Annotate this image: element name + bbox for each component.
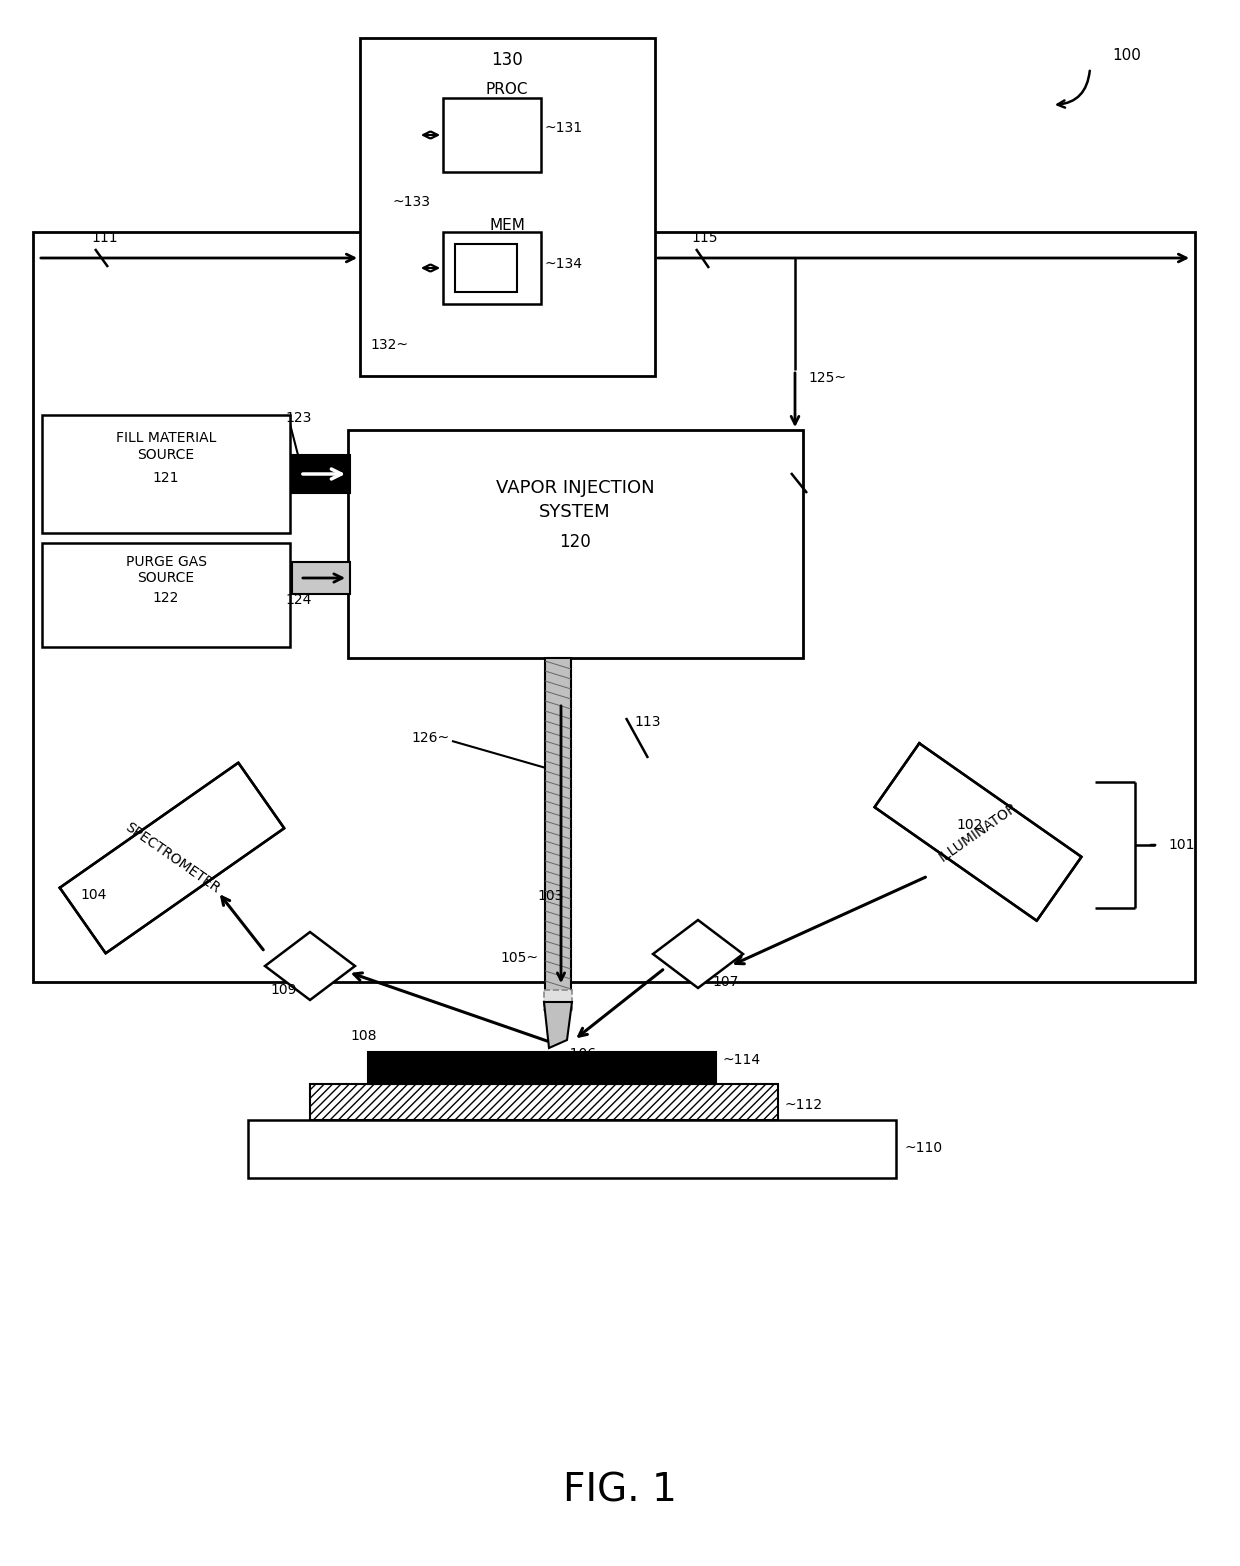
Text: 103: 103 [537,889,563,904]
Polygon shape [60,763,284,954]
Text: ~106: ~106 [558,1048,596,1062]
Bar [546,658,570,1009]
Text: 107: 107 [712,976,738,990]
Text: SYSTEM: SYSTEM [539,503,611,521]
Text: 109: 109 [270,983,296,998]
Text: ~112: ~112 [785,1098,823,1112]
Text: ~134: ~134 [546,257,583,271]
Text: 100: 100 [1112,49,1141,64]
Text: 111: 111 [92,232,118,244]
Text: 104: 104 [81,888,107,902]
Text: MEM: MEM [489,219,525,233]
Bar [42,415,290,532]
Polygon shape [544,990,572,1010]
Text: 120: 120 [559,532,591,551]
Bar [455,244,517,291]
Polygon shape [265,932,355,1001]
Text: 132~: 132~ [370,338,408,352]
Bar [348,431,804,658]
Text: 126~: 126~ [412,731,450,745]
Text: FIG. 1: FIG. 1 [563,1470,677,1510]
Bar [291,456,350,493]
Text: 105~: 105~ [500,951,538,965]
Text: PROC: PROC [486,83,528,97]
Text: 115: 115 [692,232,718,244]
Text: 102: 102 [956,817,982,832]
Text: ~133: ~133 [392,196,430,208]
Bar [33,232,1195,982]
Text: PURGE GAS: PURGE GAS [125,554,207,568]
Text: 122: 122 [153,590,180,604]
Text: 121: 121 [153,471,180,485]
Text: ~131: ~131 [546,121,583,135]
Text: 123: 123 [285,410,311,424]
Text: 125~: 125~ [808,371,846,385]
Bar [443,99,541,172]
Text: 108: 108 [350,1029,377,1043]
Text: 130: 130 [491,52,523,69]
Polygon shape [544,1002,572,1048]
Text: ILLUMINATOR: ILLUMINATOR [936,800,1021,864]
Bar [360,38,655,376]
Text: ~110: ~110 [905,1142,944,1156]
Text: ~114: ~114 [722,1052,760,1066]
Text: VAPOR INJECTION: VAPOR INJECTION [496,479,655,496]
Text: FILL MATERIAL: FILL MATERIAL [115,431,216,445]
Text: SPECTROMETER: SPECTROMETER [122,821,222,896]
Bar [310,1084,777,1120]
Text: 113: 113 [634,716,661,730]
Text: SOURCE: SOURCE [138,448,195,462]
Bar [42,543,290,647]
Polygon shape [874,744,1081,921]
Text: 124: 124 [285,594,311,608]
Bar [291,562,350,594]
Polygon shape [653,919,743,988]
Text: 101: 101 [1168,838,1194,852]
Bar [248,1120,897,1178]
Bar [443,232,541,304]
Text: SOURCE: SOURCE [138,572,195,586]
Bar [368,1052,715,1084]
